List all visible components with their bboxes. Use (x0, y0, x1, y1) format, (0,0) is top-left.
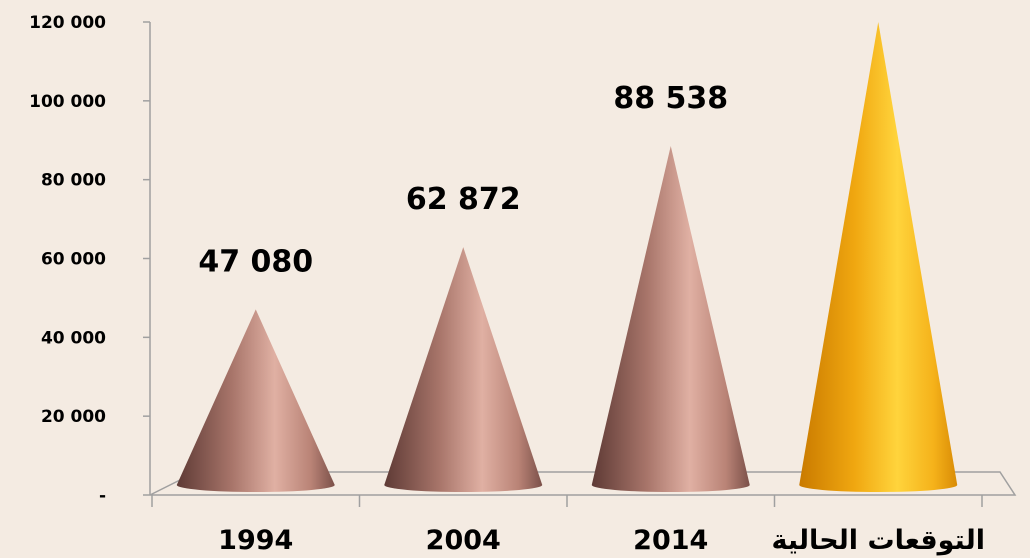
category-label: 2014 (633, 525, 708, 556)
cone-bar (799, 22, 958, 493)
value-label: 47 080 (198, 244, 313, 279)
cone-bar (591, 146, 750, 492)
y-tick-label: 100 000 (29, 92, 106, 112)
category-label: 1994 (218, 525, 293, 556)
cone-body (176, 309, 335, 493)
y-tick-label: 40 000 (41, 328, 106, 348)
y-tick-label: 60 000 (41, 250, 106, 270)
cone-bar (384, 247, 543, 493)
value-label: 88 538 (613, 81, 728, 116)
y-tick-label: 120 000 (29, 13, 106, 33)
y-tick-label: 80 000 (41, 171, 106, 191)
cone-body (384, 247, 543, 493)
category-label: 2004 (426, 525, 501, 556)
cone-body (591, 146, 750, 492)
cone-series (176, 22, 958, 493)
labels: - 20 000 40 000 60 000 80 000 100 000 120 000 4… (29, 13, 985, 556)
y-tick-label: 20 000 (41, 407, 106, 427)
y-tick-label: - (99, 486, 106, 506)
value-label: 62 872 (406, 182, 521, 217)
cone-body (799, 22, 958, 493)
cone-bar (176, 309, 335, 493)
category-label: التوقعات الحالية (772, 525, 985, 556)
